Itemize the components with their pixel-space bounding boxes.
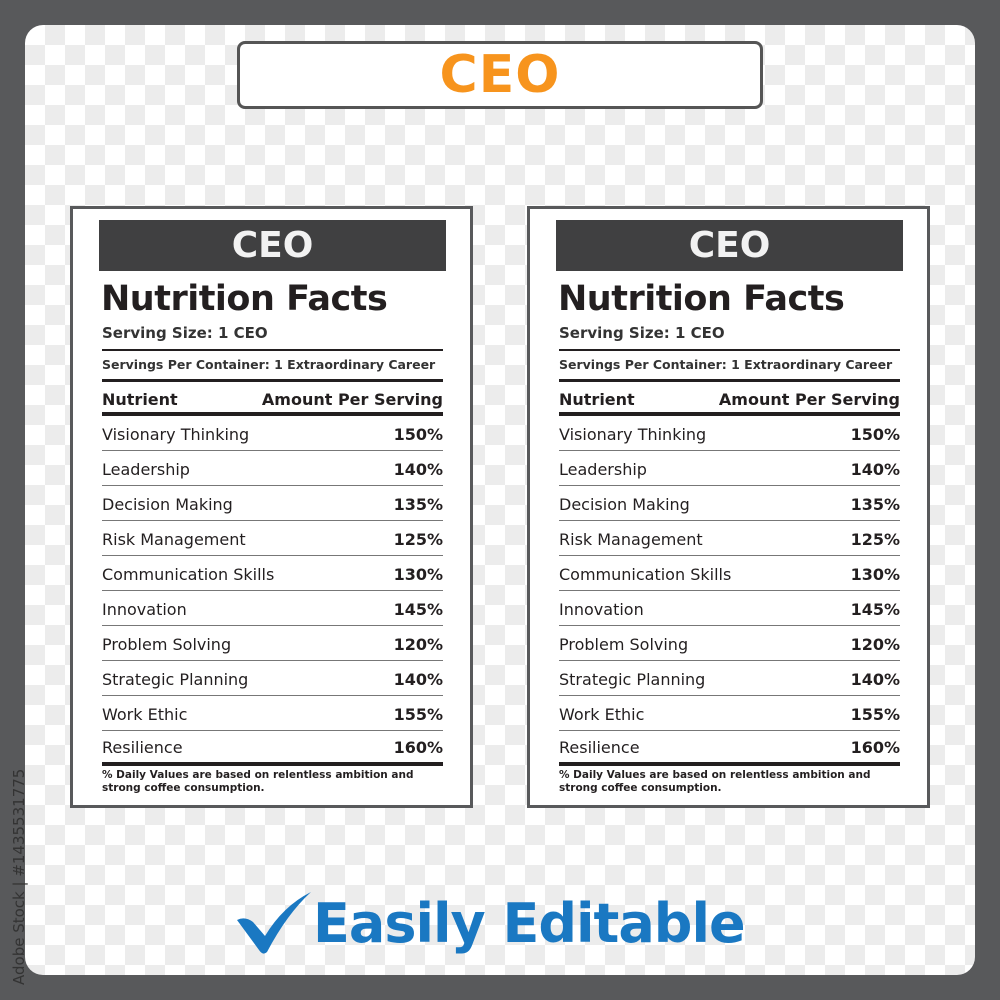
nutrient-name: Strategic Planning xyxy=(102,669,249,689)
nutrient-value: 120% xyxy=(850,634,900,654)
table-row: Resilience 160% xyxy=(559,731,900,766)
nutrient-name: Leadership xyxy=(102,459,190,479)
nutrient-name: Resilience xyxy=(559,738,640,757)
divider xyxy=(559,349,900,351)
nutrient-value: 145% xyxy=(850,599,900,619)
nutrient-name: Risk Management xyxy=(559,529,703,549)
nutrient-value: 125% xyxy=(850,529,900,549)
column-headers: Nutrient Amount Per Serving xyxy=(99,382,446,412)
col-amount: Amount Per Serving xyxy=(261,390,443,409)
title-box: CEO xyxy=(237,41,763,109)
table-row: Communication Skills 130% xyxy=(102,556,443,591)
nutrient-value: 160% xyxy=(850,738,900,757)
tagline-text: Easily Editable xyxy=(313,891,746,955)
label-header-bar: CEO xyxy=(99,220,446,271)
nutrient-name: Visionary Thinking xyxy=(102,424,250,444)
footnote: % Daily Values are based on relentless a… xyxy=(559,769,871,794)
label-header: CEO xyxy=(688,225,771,266)
nutrient-rows: Visionary Thinking 150% Leadership 140% Deci… xyxy=(556,416,903,766)
table-row: Problem Solving 120% xyxy=(559,626,900,661)
col-nutrient: Nutrient xyxy=(102,390,178,409)
nutrient-name: Leadership xyxy=(559,459,647,479)
nutrient-name: Resilience xyxy=(102,738,183,757)
nutrient-name: Innovation xyxy=(559,599,644,619)
table-row: Risk Management 125% xyxy=(102,521,443,556)
table-row: Problem Solving 120% xyxy=(102,626,443,661)
table-row: Resilience 160% xyxy=(102,731,443,766)
servings-per-container: Servings Per Container: 1 Extraordinary … xyxy=(559,357,893,372)
label-heading: Nutrition Facts xyxy=(558,279,845,319)
divider xyxy=(102,379,443,382)
nutrition-label-right: CEO Nutrition Facts Serving Size: 1 CEO … xyxy=(527,206,930,808)
col-nutrient: Nutrient xyxy=(559,390,635,409)
table-row: Decision Making 135% xyxy=(102,486,443,521)
table-row: Leadership 140% xyxy=(559,451,900,486)
label-header: CEO xyxy=(231,225,314,266)
nutrient-name: Innovation xyxy=(102,599,187,619)
nutrient-name: Communication Skills xyxy=(559,564,732,584)
table-row: Leadership 140% xyxy=(102,451,443,486)
nutrient-value: 140% xyxy=(393,459,443,479)
watermark: Adobe Stock | #1435531775 xyxy=(10,768,28,985)
table-row: Strategic Planning 140% xyxy=(559,661,900,696)
nutrient-value: 135% xyxy=(393,494,443,514)
nutrient-name: Decision Making xyxy=(559,494,690,514)
table-row: Visionary Thinking 150% xyxy=(559,416,900,451)
nutrient-value: 125% xyxy=(393,529,443,549)
table-row: Visionary Thinking 150% xyxy=(102,416,443,451)
nutrient-value: 155% xyxy=(850,704,900,724)
table-row: Risk Management 125% xyxy=(559,521,900,556)
nutrient-value: 150% xyxy=(850,424,900,444)
nutrient-name: Work Ethic xyxy=(102,704,188,724)
nutrient-value: 140% xyxy=(850,669,900,689)
serving-size: Serving Size: 1 CEO xyxy=(559,324,725,342)
nutrient-value: 130% xyxy=(393,564,443,584)
nutrient-value: 155% xyxy=(393,704,443,724)
nutrient-name: Communication Skills xyxy=(102,564,275,584)
nutrient-value: 120% xyxy=(393,634,443,654)
nutrient-value: 140% xyxy=(393,669,443,689)
nutrient-rows: Visionary Thinking 150% Leadership 140% Deci… xyxy=(99,416,446,766)
divider xyxy=(102,349,443,351)
table-row: Decision Making 135% xyxy=(559,486,900,521)
table-row: Innovation 145% xyxy=(102,591,443,626)
nutrient-value: 130% xyxy=(850,564,900,584)
servings-per-container: Servings Per Container: 1 Extraordinary … xyxy=(102,357,436,372)
column-headers: Nutrient Amount Per Serving xyxy=(556,382,903,412)
table-row: Strategic Planning 140% xyxy=(102,661,443,696)
col-amount: Amount Per Serving xyxy=(718,390,900,409)
table-row: Work Ethic 155% xyxy=(102,696,443,731)
serving-size: Serving Size: 1 CEO xyxy=(102,324,268,342)
nutrient-name: Visionary Thinking xyxy=(559,424,707,444)
label-header-bar: CEO xyxy=(556,220,903,271)
nutrient-value: 150% xyxy=(393,424,443,444)
nutrient-name: Strategic Planning xyxy=(559,669,706,689)
title: CEO xyxy=(439,45,561,105)
tagline: Easily Editable xyxy=(235,890,746,956)
nutrition-label-left: CEO Nutrition Facts Serving Size: 1 CEO … xyxy=(70,206,473,808)
nutrient-value: 145% xyxy=(393,599,443,619)
table-row: Communication Skills 130% xyxy=(559,556,900,591)
nutrient-value: 160% xyxy=(393,738,443,757)
nutrient-value: 140% xyxy=(850,459,900,479)
nutrient-name: Work Ethic xyxy=(559,704,645,724)
table-row: Innovation 145% xyxy=(559,591,900,626)
divider xyxy=(559,412,900,416)
divider xyxy=(559,379,900,382)
divider xyxy=(102,412,443,416)
checkmark-icon xyxy=(237,892,311,954)
nutrient-name: Risk Management xyxy=(102,529,246,549)
nutrient-name: Decision Making xyxy=(102,494,233,514)
table-row: Work Ethic 155% xyxy=(559,696,900,731)
nutrient-name: Problem Solving xyxy=(102,634,232,654)
label-heading: Nutrition Facts xyxy=(101,279,388,319)
nutrient-value: 135% xyxy=(850,494,900,514)
nutrient-name: Problem Solving xyxy=(559,634,689,654)
footnote: % Daily Values are based on relentless a… xyxy=(102,769,414,794)
